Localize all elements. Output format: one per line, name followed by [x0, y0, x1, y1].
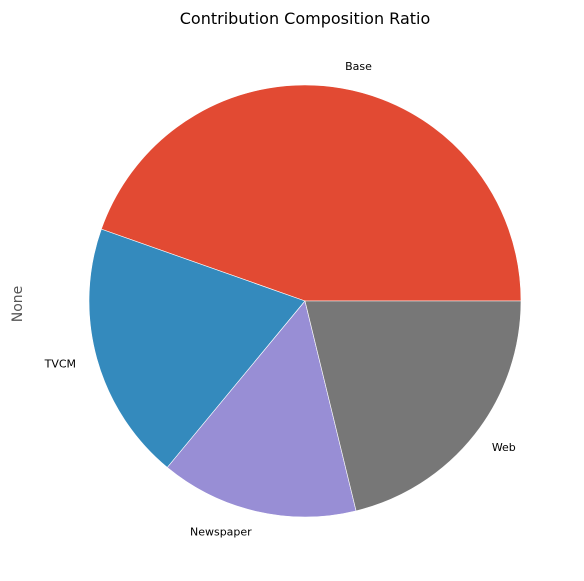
pie-slice-newspaper — [166, 300, 357, 518]
pie-slice-web — [304, 300, 522, 512]
pie-slices — [88, 84, 522, 518]
pie-slice-base — [100, 84, 522, 302]
pie-label-tvcm: TVCM — [44, 357, 76, 370]
pie-label-web: Web — [492, 441, 516, 454]
y-axis-label: None — [10, 286, 26, 323]
pie-label-base: Base — [345, 60, 372, 73]
pie-labels: Base TVCM Newspaper Web — [44, 60, 516, 539]
pie-label-newspaper: Newspaper — [190, 526, 252, 539]
chart-title: Contribution Composition Ratio — [180, 9, 431, 28]
pie-slice-tvcm — [88, 228, 306, 468]
